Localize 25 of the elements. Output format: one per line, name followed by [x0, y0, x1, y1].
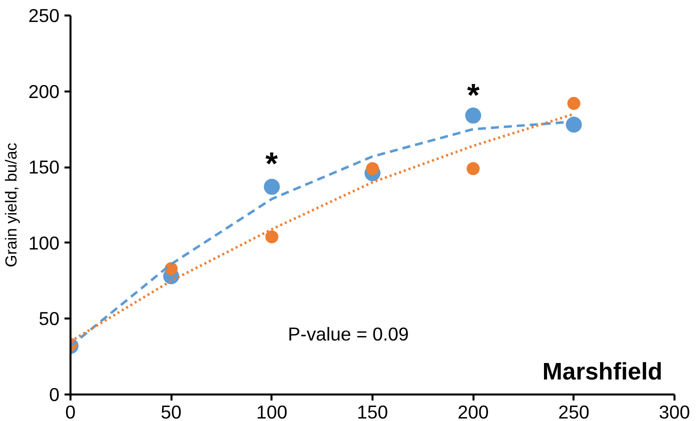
- point: [567, 96, 580, 110]
- y-tick-label: 250: [28, 5, 60, 26]
- y-axis-title: Grain yield, bu/ac: [3, 142, 20, 268]
- x-tick-label: 0: [65, 402, 76, 421]
- y-tick-label: 50: [38, 308, 60, 330]
- x-tick-label: 50: [160, 402, 182, 421]
- point: [466, 162, 480, 176]
- annotation: *: [265, 145, 278, 182]
- annotation: *: [467, 77, 480, 114]
- point: [566, 116, 582, 133]
- y-tick-label: 100: [28, 232, 60, 254]
- annotation: P-value = 0.09: [288, 323, 409, 344]
- y-tick-label: 0: [49, 384, 60, 405]
- x-tick-label: 150: [356, 402, 388, 421]
- x-tick-label: 200: [458, 402, 489, 421]
- x-tick-label: 100: [256, 402, 288, 421]
- x-tick-label: 250: [558, 402, 590, 421]
- y-tick-label: 150: [28, 156, 60, 178]
- point: [465, 108, 482, 124]
- annotation: Marshfield: [542, 358, 662, 386]
- point: [264, 178, 280, 195]
- x-tick-label: 300: [658, 402, 690, 421]
- point: [366, 162, 379, 176]
- point: [265, 230, 278, 244]
- y-tick-label: 200: [28, 80, 60, 102]
